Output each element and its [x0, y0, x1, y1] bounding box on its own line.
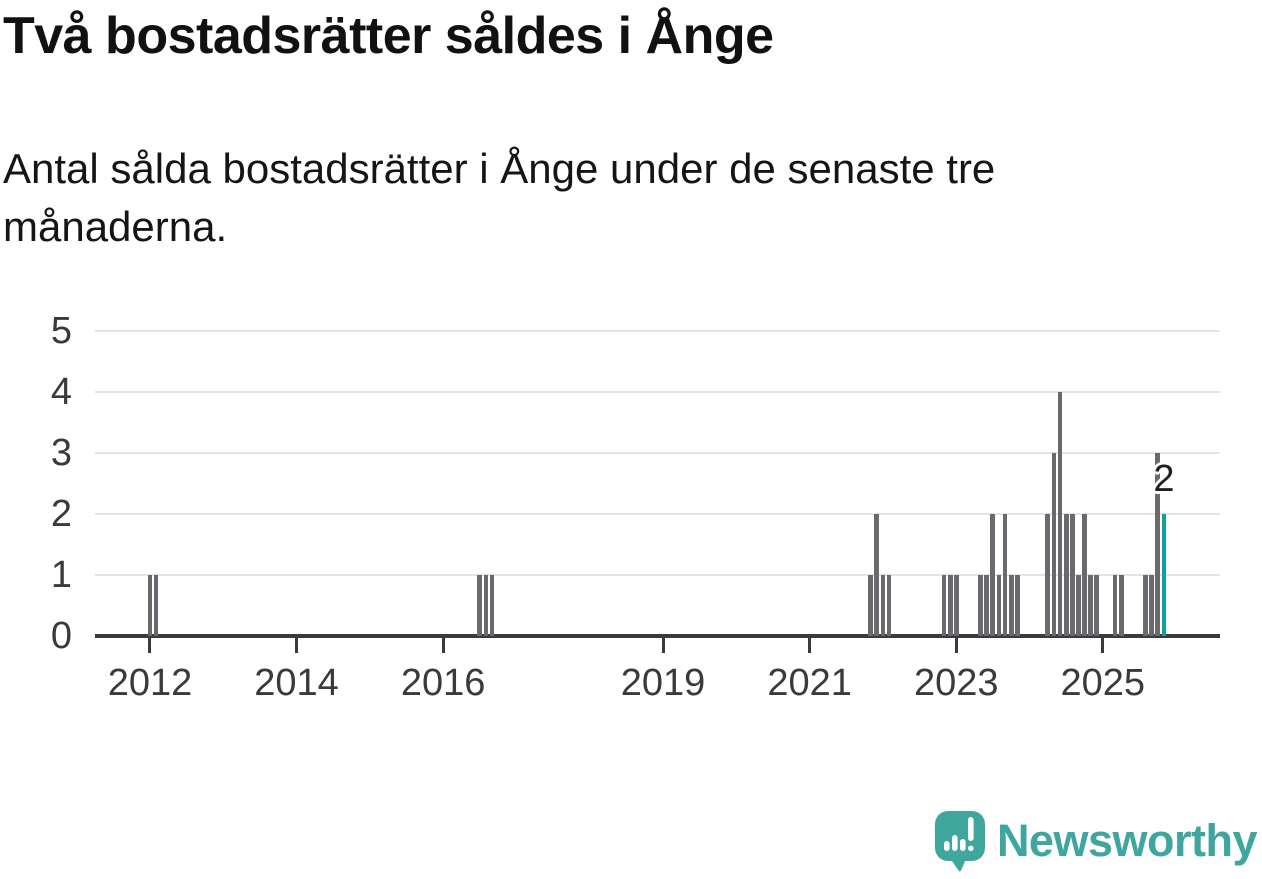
bar-2012-01 [147, 575, 153, 636]
highlight-value-label: 2 [1153, 458, 1175, 500]
gridline-y-5 [95, 330, 1220, 332]
bar-2025-08 [1143, 575, 1148, 636]
x-axis-label-2019: 2019 [620, 662, 706, 704]
bar-2016-08 [483, 575, 489, 636]
x-axis-label-2012: 2012 [107, 662, 193, 704]
x-axis-tick-2019 [661, 638, 665, 653]
gridline-y-1 [95, 574, 1220, 576]
bar-2016-07 [477, 575, 483, 636]
x-axis-tick-2021 [808, 638, 812, 653]
x-axis-label-2021: 2021 [767, 662, 852, 704]
newsworthy-logo-text: Newsworthy [996, 815, 1258, 866]
bar-2025-10 [1155, 453, 1161, 636]
bar-2021-12 [874, 514, 880, 636]
bar-2021-11 [868, 575, 874, 636]
x-axis-label-2023: 2023 [913, 662, 999, 704]
bar-2024-08 [1069, 514, 1075, 636]
bar-2022-12 [947, 575, 953, 636]
bar-2024-07 [1063, 514, 1069, 636]
newsworthy-logo: Newsworthy [933, 810, 1258, 872]
x-axis-line [95, 634, 1220, 638]
x-axis-tick-2016 [441, 638, 445, 653]
bar-2022-01 [880, 575, 886, 636]
bar-2025-11 [1161, 514, 1167, 636]
gridline-y-2 [95, 513, 1220, 515]
bar-2023-10 [1008, 575, 1014, 636]
y-axis-label-1: 1 [50, 554, 72, 596]
bar-2024-05 [1051, 453, 1057, 636]
chart-subtitle: Antal sålda bostadsrätter i Ånge under d… [3, 145, 996, 250]
bar-2024-11 [1088, 575, 1093, 636]
bar-2025-04 [1118, 575, 1124, 636]
monthly-sales-bar-chart: 0 1 2 3 4 5 2012 2014 2016 2019 2021 2023 2025 2 [50, 310, 1220, 704]
y-axis-label-3: 3 [50, 432, 72, 474]
bar-2024-09 [1075, 575, 1081, 636]
y-axis-label-0: 0 [50, 615, 72, 657]
y-axis-label-4: 4 [50, 371, 72, 413]
x-axis-tick-2023 [954, 638, 958, 653]
gridline-y-3 [95, 452, 1220, 454]
chart-title: Två bostadsrätter såldes i Ånge [3, 7, 774, 65]
bar-2023-08 [996, 575, 1002, 636]
bar-2023-09 [1002, 514, 1008, 636]
bar-2025-09 [1149, 575, 1155, 636]
newsworthy-icon [934, 811, 985, 872]
x-axis-tick-2025 [1101, 638, 1105, 653]
bar-2023-01 [953, 575, 959, 636]
x-axis-tick-2012 [148, 638, 152, 653]
x-axis-label-2014: 2014 [254, 662, 339, 704]
bar-2023-05 [978, 575, 984, 636]
y-axis-label-5: 5 [50, 310, 72, 352]
bar-2023-06 [984, 575, 990, 636]
x-axis-label-2025: 2025 [1060, 662, 1146, 704]
bar-2016-09 [489, 575, 495, 636]
bar-2024-04 [1045, 514, 1051, 636]
bar-2023-07 [990, 514, 996, 636]
bar-2023-11 [1014, 575, 1020, 636]
gridline-y-4 [95, 391, 1220, 393]
bar-2022-11 [941, 575, 947, 636]
bar-2024-10 [1082, 514, 1087, 636]
bar-2022-02 [886, 575, 892, 636]
x-axis-label-2016: 2016 [400, 662, 486, 704]
bar-2025-03 [1112, 575, 1118, 636]
bar-2012-02 [153, 575, 159, 636]
x-axis-tick-2014 [295, 638, 299, 653]
y-axis-label-2: 2 [50, 493, 72, 535]
bar-2024-06 [1057, 392, 1063, 636]
bar-2024-12 [1094, 575, 1100, 636]
